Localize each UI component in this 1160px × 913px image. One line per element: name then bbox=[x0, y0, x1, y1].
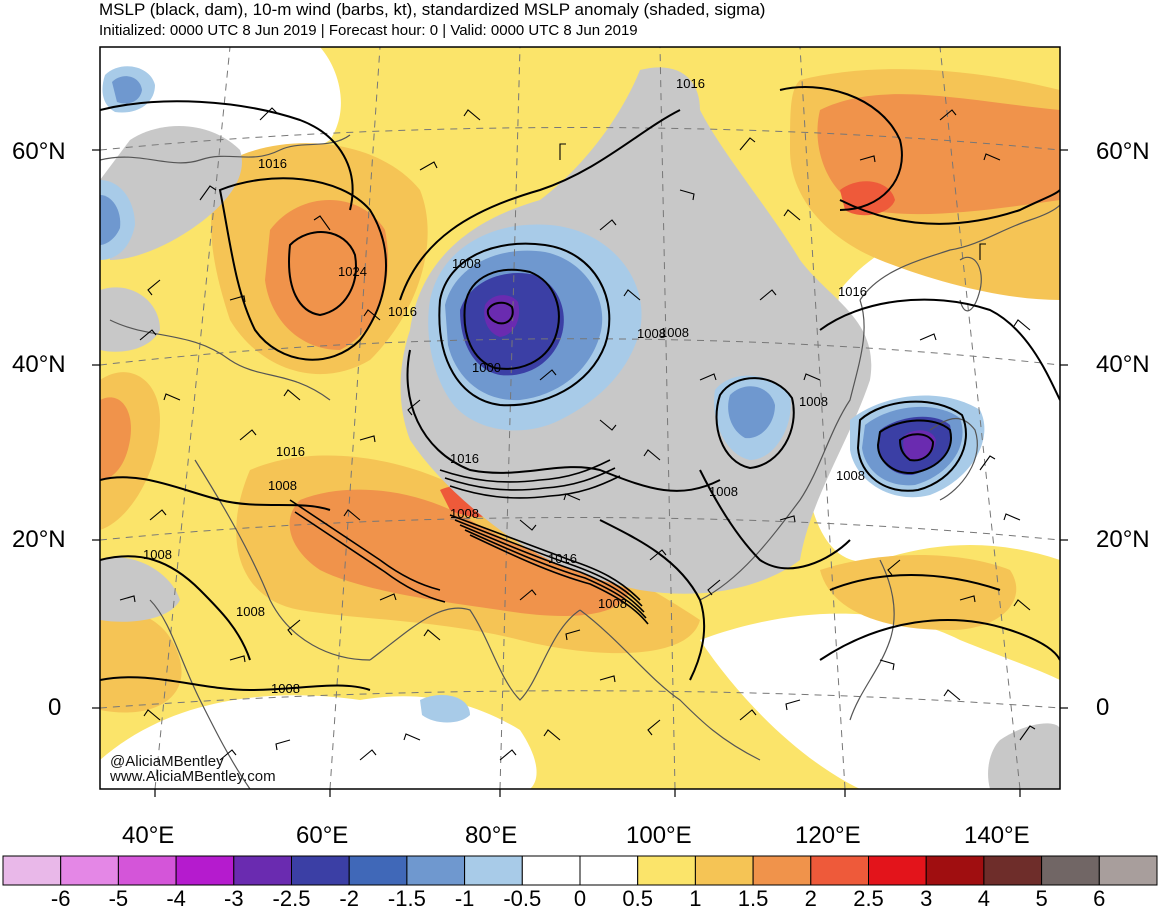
colorbar-swatch bbox=[60, 855, 119, 886]
colorbar-label: 4 bbox=[977, 886, 991, 911]
colorbar-swatch bbox=[810, 855, 869, 886]
lon-label: 80°E bbox=[465, 822, 518, 849]
colorbar-label: -4 bbox=[166, 886, 186, 911]
contour-label: 1008 bbox=[271, 681, 300, 696]
contour-label: 1008 bbox=[143, 547, 172, 562]
colorbar-swatch bbox=[925, 855, 985, 886]
contour-label: 1016 bbox=[258, 156, 287, 171]
colorbar-label: -6 bbox=[50, 886, 71, 911]
colorbar-swatch bbox=[1098, 855, 1158, 886]
lon-label: 40°E bbox=[122, 822, 175, 849]
lat-label-right: 60°N bbox=[1096, 138, 1150, 165]
chart-subtitle: Initialized: 0000 UTC 8 Jun 2019 | Forec… bbox=[99, 22, 638, 39]
lat-label-right: 20°N bbox=[1096, 526, 1150, 553]
colorbar-swatch bbox=[579, 855, 639, 886]
colorbar-label: -1 bbox=[454, 886, 475, 911]
axis-ticks bbox=[92, 149, 1068, 797]
chart-title: MSLP (black, dam), 10-m wind (barbs, kt)… bbox=[99, 0, 766, 19]
colorbar-swatch bbox=[233, 855, 293, 886]
colorbar-swatch bbox=[464, 855, 523, 886]
colorbar-label: -2.5 bbox=[272, 886, 311, 911]
contour-label: 1008 bbox=[709, 484, 738, 499]
colorbar-swatch bbox=[1041, 855, 1100, 886]
lon-label: 100°E bbox=[626, 822, 692, 849]
credit-url: www.AliciaMBentley.com bbox=[110, 768, 276, 785]
colorbar-swatch bbox=[348, 855, 408, 886]
contour-label: 1008 bbox=[452, 256, 481, 271]
contour-label: 1008 bbox=[836, 468, 865, 483]
lon-label: 140°E bbox=[964, 822, 1030, 849]
colorbar-swatch bbox=[2, 855, 62, 886]
colorbar-swatch bbox=[868, 855, 927, 886]
colorbar-swatch bbox=[983, 855, 1043, 886]
colorbar-label: 0.5 bbox=[622, 886, 653, 911]
contour-label: 1016 bbox=[676, 76, 705, 91]
colorbar-label: -1.5 bbox=[387, 886, 426, 911]
lat-label-right: 40°N bbox=[1096, 351, 1150, 378]
contour-label: 1008 bbox=[660, 325, 689, 340]
colorbar-swatch bbox=[175, 855, 235, 886]
contour-labels: 1016 1016 1024 1016 1008 1000 1008 1016 … bbox=[143, 76, 867, 696]
coastlines bbox=[100, 134, 1060, 789]
contour-label: 1008 bbox=[236, 604, 265, 619]
map-frame bbox=[99, 46, 1061, 790]
lon-label: 60°E bbox=[296, 822, 349, 849]
lat-label-left: 40°N bbox=[12, 351, 66, 378]
wind-barbs bbox=[119, 107, 1036, 761]
contour-label: 1016 bbox=[276, 444, 305, 459]
colorbar-label: 2.5 bbox=[853, 886, 884, 911]
credit-handle: @AliciaMBentley bbox=[110, 753, 224, 770]
colorbar-label: -3 bbox=[224, 886, 244, 911]
colorbar-label: 0 bbox=[573, 886, 587, 911]
contour-label: 1008 bbox=[637, 326, 666, 341]
contour-label: 1008 bbox=[799, 394, 828, 409]
lon-label: 120°E bbox=[795, 822, 861, 849]
himalayan-isobar-bundle bbox=[289, 459, 649, 625]
colorbar-label: -5 bbox=[108, 886, 129, 911]
colorbar-label: 6 bbox=[1093, 886, 1106, 911]
contour-label: 1016 bbox=[548, 551, 577, 566]
colorbar-label: 3 bbox=[920, 886, 933, 911]
colorbar-swatch bbox=[521, 855, 581, 886]
colorbar-swatch bbox=[752, 855, 812, 886]
colorbar-label: -2 bbox=[339, 886, 359, 911]
lat-label-left: 0 bbox=[48, 694, 62, 721]
graticule bbox=[100, 47, 1060, 789]
colorbar-swatch bbox=[291, 855, 350, 886]
lat-label-left: 20°N bbox=[12, 526, 66, 553]
lat-label-left: 60°N bbox=[12, 138, 66, 165]
colorbar-label: 2 bbox=[804, 886, 817, 911]
colorbar bbox=[2, 855, 1158, 886]
contour-label: 1008 bbox=[598, 596, 627, 611]
contour-label: 1024 bbox=[338, 264, 367, 279]
colorbar-label: 1 bbox=[689, 886, 702, 911]
colorbar-swatch bbox=[406, 855, 466, 886]
map-field: 1016 1016 1024 1016 1008 1000 1008 1016 … bbox=[100, 47, 1060, 789]
contour-label: 1016 bbox=[388, 304, 417, 319]
contour-label: 1008 bbox=[268, 478, 297, 493]
colorbar-swatch bbox=[637, 855, 696, 886]
lat-label-right: 0 bbox=[1096, 694, 1110, 721]
colorbar-label: 5 bbox=[1035, 886, 1048, 911]
colorbar-label: -0.5 bbox=[503, 886, 542, 911]
contour-label: 1000 bbox=[472, 360, 501, 375]
contour-label: 1008 bbox=[450, 506, 479, 521]
colorbar-swatch bbox=[694, 855, 754, 886]
contour-label: 1016 bbox=[838, 284, 867, 299]
colorbar-swatch bbox=[117, 855, 177, 886]
colorbar-label: 1.5 bbox=[737, 886, 769, 911]
contour-label: 1016 bbox=[450, 451, 479, 466]
